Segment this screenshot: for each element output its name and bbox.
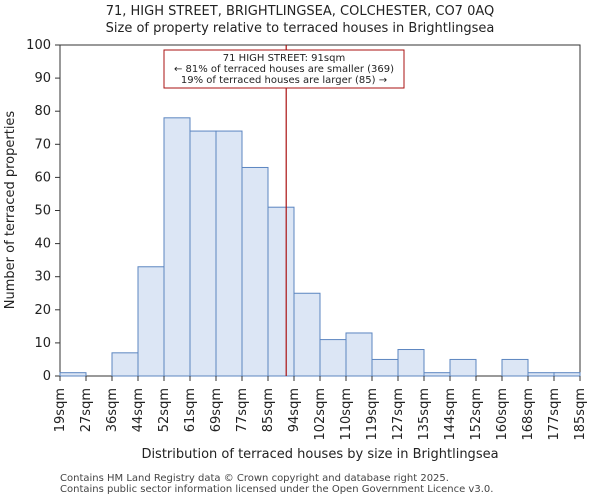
chart-subtitle: Size of property relative to terraced ho… [106,21,495,36]
x-tick-label: 44sqm [131,388,146,432]
histogram-bar [189,130,217,377]
histogram-bar [293,292,321,377]
histogram-bar [423,372,451,377]
histogram-bar [319,339,347,377]
y-tick-label: 40 [34,237,51,252]
y-tick-label: 90 [34,71,51,86]
histogram-bar [449,358,477,377]
annotation-line-2: ← 81% of terraced houses are smaller (36… [174,64,394,75]
histogram-bar [137,266,165,377]
annotation-line-3: 19% of terraced houses are larger (85) → [181,75,387,86]
histogram-bar [527,372,555,377]
plot-area: 0 10 20 30 40 50 60 70 80 90 100 19sqm 27sqm 36sqm 44s… [26,38,588,441]
y-tick-label: 20 [34,303,51,318]
x-tick-label: 94sqm [287,388,302,432]
y-tick-label: 100 [26,38,51,53]
y-tick-label: 30 [34,270,51,285]
x-tick-label: 135sqm [417,388,432,441]
y-tick-label: 0 [43,369,51,384]
x-tick-label: 61sqm [183,388,198,432]
histogram-chart: 71, HIGH STREET, BRIGHTLINGSEA, COLCHEST… [3,4,588,462]
x-tick-label: 102sqm [313,388,328,441]
histogram-bar [215,130,243,377]
histogram-bar [267,206,295,377]
y-tick-label: 60 [34,170,51,185]
histogram-bar [371,358,399,377]
histogram-bar [241,166,269,377]
x-tick-label: 119sqm [365,388,380,441]
histogram-bar [345,332,373,377]
histogram-bar [397,349,425,377]
histogram-bar [111,352,139,377]
x-tick-label: 36sqm [105,388,120,432]
y-tick-label: 10 [34,336,51,351]
annotation-box [163,49,405,89]
x-tick-label: 110sqm [339,388,354,441]
y-axis-label: Number of terraced properties [3,111,18,310]
footer-line-1: Contains HM Land Registry data © Crown c… [60,473,449,484]
chart-title: 71, HIGH STREET, BRIGHTLINGSEA, COLCHEST… [106,4,495,19]
x-tick-label: 160sqm [495,388,510,441]
x-tick-label: 152sqm [469,388,484,441]
y-tick-label: 70 [34,137,51,152]
y-tick-label: 50 [34,204,51,219]
x-tick-label: 185sqm [573,388,588,441]
x-tick-label: 52sqm [157,388,172,432]
x-tick-label: 127sqm [391,388,406,441]
x-tick-label: 27sqm [79,388,94,432]
x-tick-label: 77sqm [235,388,250,432]
histogram-bar [501,358,529,377]
x-tick-label: 177sqm [547,388,562,441]
x-tick-label: 168sqm [521,388,536,441]
x-tick-label: 85sqm [261,388,276,432]
histogram-bar [59,372,87,377]
x-tick-label: 144sqm [443,388,458,441]
x-tick-label: 19sqm [53,388,68,432]
x-tick-label: 69sqm [209,388,224,432]
histogram-bar [163,117,191,377]
footer-line-2: Contains public sector information licen… [60,484,494,495]
histogram-bar [553,372,581,377]
y-tick-label: 80 [34,104,51,119]
x-axis-label: Distribution of terraced houses by size … [141,447,498,462]
annotation-line-1: 71 HIGH STREET: 91sqm [223,53,345,64]
